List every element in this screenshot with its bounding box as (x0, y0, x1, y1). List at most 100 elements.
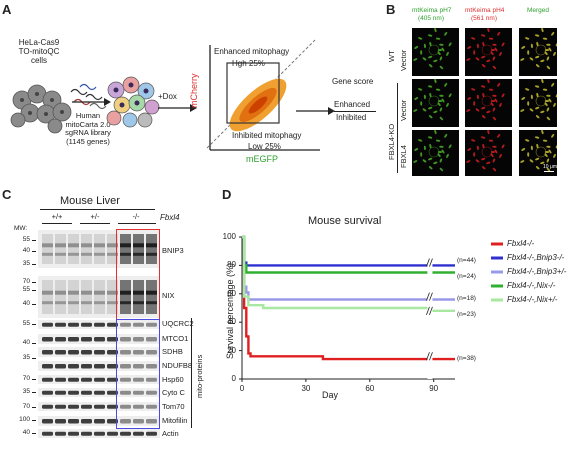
group-label-fbxl4-ko: FBXL4-KO (387, 123, 396, 160)
column-header-ph7-wavelength: (405 nm) (417, 15, 444, 22)
n-label: (n=24) (457, 272, 476, 280)
score-divider (334, 111, 376, 112)
cell-cluster-icon (10, 84, 72, 134)
gate-high-value: Hgh 25% (232, 59, 265, 68)
micrograph-tile (465, 28, 512, 76)
mitochondria-signal (413, 28, 452, 70)
x-tick-label: 0 (239, 384, 245, 393)
axis-break-mark (429, 352, 433, 361)
blot-strip (38, 276, 160, 318)
survival-line (242, 235, 455, 312)
cell-line-label: HeLa-Cas9 TO-mitoQC cells (18, 38, 60, 66)
library-label: Human mitoCarta 2.0 sgRNA library (1145 … (65, 111, 111, 146)
mw-tick (32, 420, 36, 421)
ko-highlight-red (116, 229, 160, 320)
transduced-cells-icon (106, 76, 160, 128)
column-header-ph7: mtKeima pH7 (412, 7, 452, 14)
y-tick-label: 20 (227, 345, 236, 355)
axis-break-mark (426, 258, 430, 267)
row-label-wt-vector: Vector (399, 49, 408, 71)
genotype-line (42, 223, 72, 224)
blot-bands (42, 377, 157, 382)
x-axis-label: Day (322, 390, 339, 400)
micrograph-tile (519, 130, 557, 176)
mitochondria-signal (466, 130, 505, 172)
micrograph-tile (519, 28, 557, 76)
mw-tick (32, 407, 36, 408)
enhanced-label: Enhanced (334, 100, 371, 109)
blot-bands (42, 419, 157, 424)
x-tick-label: 60 (365, 384, 375, 393)
mw-label: MW: (14, 225, 28, 232)
blot-bands (42, 390, 157, 395)
mw-tick (32, 240, 36, 241)
mw-marker: 70 (22, 278, 30, 285)
gate-low-value: Low 25% (248, 142, 281, 151)
survival-line (242, 235, 455, 267)
panel-label-d: D (222, 187, 232, 202)
protein-label: NDUFB8 (162, 361, 193, 370)
survival-line (242, 235, 455, 301)
mw-marker: 40 (22, 429, 30, 436)
ko-highlight-blue (116, 319, 160, 429)
mw-marker: 35 (22, 260, 30, 267)
x-tick-label: 90 (429, 384, 439, 393)
protein-label: BNIP3 (162, 246, 184, 255)
mitochondria-signal (520, 79, 557, 121)
mitochondria-signal (466, 28, 505, 70)
mw-tick (32, 392, 36, 393)
gate-low-title: Inhibited mitophagy (232, 131, 302, 140)
mw-tick (32, 433, 36, 434)
mitochondria-signal (413, 79, 452, 121)
n-label: (n=18) (457, 295, 476, 303)
blot-strip (38, 320, 160, 329)
mw-marker: 55 (22, 320, 30, 327)
mw-tick (32, 282, 36, 283)
survival-line (242, 235, 455, 361)
chart-title: Mouse survival (308, 215, 382, 227)
protein-label: Actin (162, 429, 179, 438)
micrograph-tile (412, 130, 459, 176)
mw-marker: 40 (22, 300, 30, 307)
row-label-ko-fbxl4: FBXL4 (399, 145, 408, 168)
axis-break-gap (427, 235, 433, 379)
axis-break-mark (429, 258, 433, 267)
mitochondria-signal (413, 130, 452, 172)
blot-strip (38, 334, 160, 344)
micrograph-tile (465, 130, 512, 176)
genotype-wt: +/+ (51, 212, 63, 221)
mw-marker: 70 (22, 403, 30, 410)
axis-break-mark (426, 306, 430, 315)
mw-tick (32, 251, 36, 252)
mw-tick (32, 290, 36, 291)
protein-label: NIX (162, 291, 175, 300)
blot-bands (42, 234, 157, 264)
y-tick-label: 40 (227, 317, 236, 327)
mw-marker: 40 (22, 247, 30, 254)
group-label-wt: WT (387, 50, 396, 62)
survival-line (242, 235, 455, 274)
mw-tick (32, 358, 36, 359)
mw-marker: 70 (22, 375, 30, 382)
blot-bands (42, 280, 157, 314)
protein-label: Mitofilin (162, 416, 188, 425)
x-axis-megfp: mEGFP (246, 154, 279, 164)
scale-bar (544, 171, 554, 172)
legend-entry: Fbxl4-/-,Bnip3+/- (507, 267, 567, 276)
arrow-icon (158, 104, 197, 112)
western-title: Mouse Liver (60, 195, 120, 207)
mw-marker: 35 (22, 354, 30, 361)
genotype-line (118, 223, 156, 224)
legend-entry: Fbxl4-/-,Nix-/- (507, 281, 556, 290)
mw-marker: 100 (19, 416, 30, 423)
mito-proteins-label: mito-proteins (195, 354, 204, 398)
mw-tick (32, 264, 36, 265)
blot-strip (38, 230, 160, 268)
mito-bracket (191, 318, 192, 428)
mw-tick (32, 304, 36, 305)
blot-strip (38, 416, 160, 426)
protein-label: Cyto C (162, 388, 185, 397)
legend-entry: Fbxl4-/- (507, 239, 535, 248)
y-axis-label: Survival percentage (%) (225, 262, 235, 359)
